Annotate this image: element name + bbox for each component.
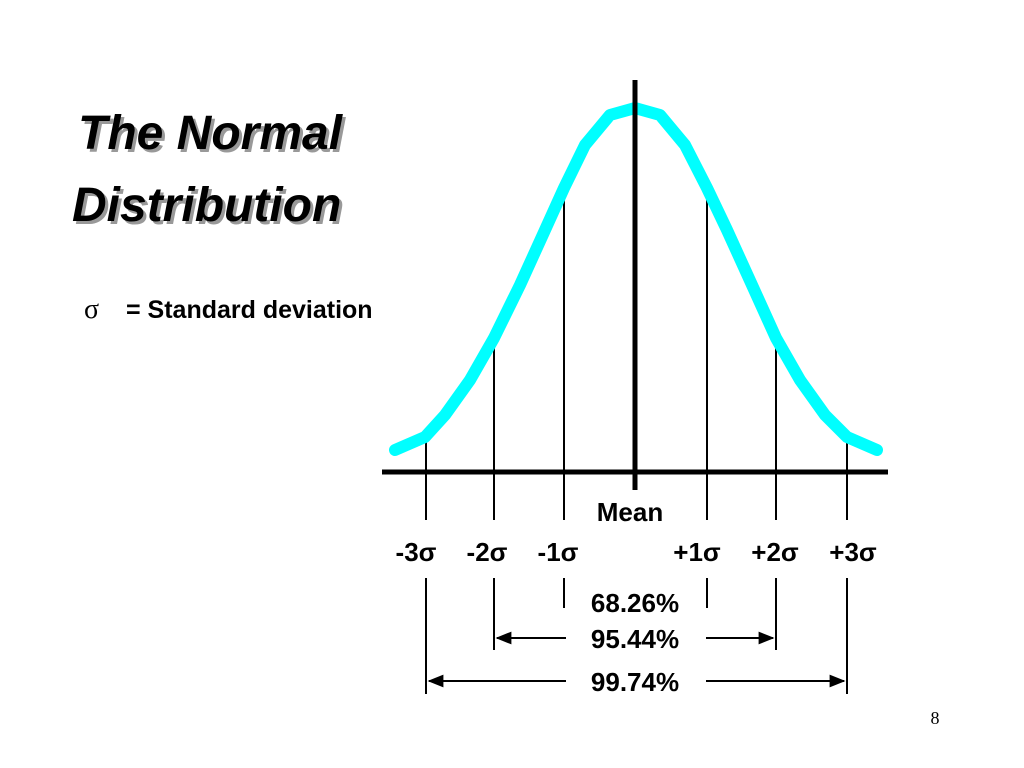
sigma-label: -2σ [467,537,508,567]
sigma-label: -1σ [538,537,579,567]
range-label: 95.44% [591,624,679,654]
sigma-label: -3σ [396,537,437,567]
range-arrows [427,631,846,688]
sigma-label: +3σ [829,537,877,567]
range-label: 99.74% [591,667,679,697]
sigma-labels: -3σ -2σ -1σ +1σ +2σ +3σ [396,537,877,567]
range-label: 68.26% [591,588,679,618]
legend-text: = Standard deviation [126,296,373,324]
title: Distribution [72,179,341,232]
title-shadow: Distribution [75,182,344,235]
sigma-label: +2σ [751,537,799,567]
page-number: 8 [931,708,940,728]
sigma-symbol: σ [84,294,99,325]
title-shadow: The Normal [81,110,347,163]
mean-label: Mean [597,497,663,527]
sigma-label: +1σ [673,537,721,567]
sigma-lines [425,188,848,694]
title: The Normal [78,107,344,160]
